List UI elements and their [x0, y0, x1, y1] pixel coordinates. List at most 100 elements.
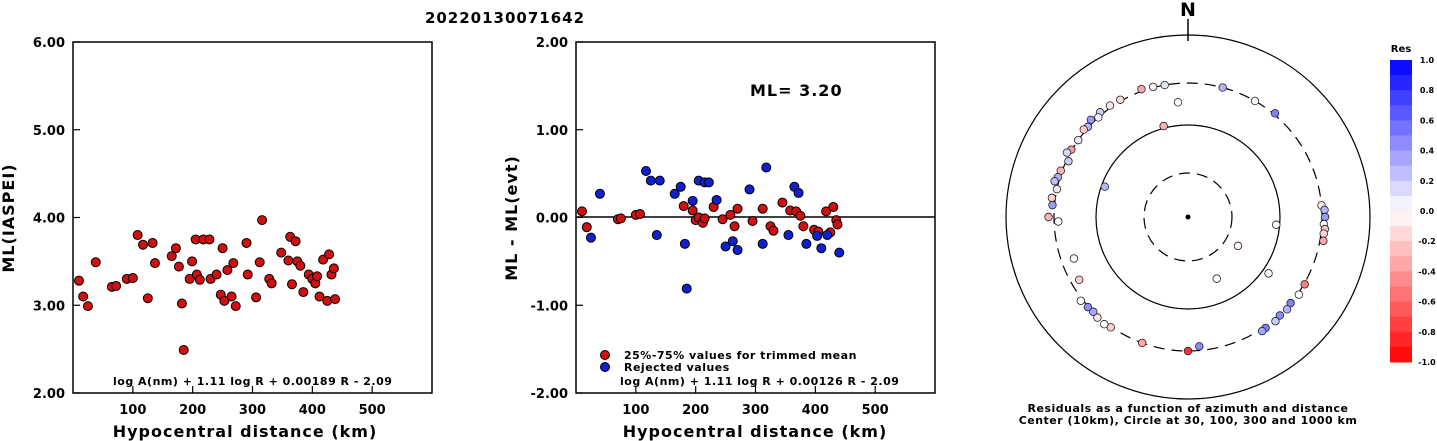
c2-point [757, 238, 768, 249]
station-marker [1093, 313, 1102, 322]
page-title: 20220130071642 [424, 9, 586, 27]
chart1: 100 200 300 400 500 2.00 3.00 4.00 5.00 6.00 log … [0, 36, 433, 441]
c2-point [720, 241, 731, 252]
c2-xtick-label: 300 [742, 403, 769, 418]
station-marker [1275, 311, 1285, 320]
c1-xtick-label: 100 [119, 403, 146, 418]
c2-point [757, 203, 768, 214]
c2-point [717, 214, 728, 225]
chart2-ml-label: ML= 3.20 [750, 81, 843, 100]
c1-ytick-label: 5.00 [33, 124, 65, 139]
colorbar-segment [1390, 301, 1412, 318]
c1-point [194, 274, 205, 285]
station-marker [1076, 296, 1085, 305]
chart2-xlabel: Hypocentral distance (km) [623, 422, 888, 441]
station-marker [1212, 274, 1221, 283]
chart2: 100 200 300 400 500 -2.00 -1.00 0.00 1.00 2.00 ML… [502, 36, 936, 441]
station-marker [1079, 125, 1088, 134]
station-marker [1105, 101, 1115, 110]
c2-ytick-label: -1.00 [531, 299, 568, 314]
c1-point [73, 275, 84, 286]
colorbar-title: Res [1391, 44, 1411, 55]
c1-point [166, 251, 177, 262]
colorbar-segment [1390, 135, 1412, 152]
c1-point [211, 269, 222, 280]
c2-point [801, 238, 812, 249]
c1-point [138, 239, 149, 250]
c1-ytick-label: 3.00 [33, 299, 65, 314]
c1-point [283, 255, 294, 266]
station-marker [1300, 280, 1309, 289]
distance-circle-30km [1143, 172, 1233, 262]
station-marker [1233, 241, 1243, 251]
map-center [1185, 214, 1191, 220]
c1-point [286, 279, 297, 290]
station-marker [1319, 236, 1328, 246]
c1-point [176, 298, 187, 309]
c2-point [729, 221, 740, 232]
colorbar-segment [1390, 60, 1412, 76]
c2-point [687, 195, 698, 206]
c1-point [187, 256, 198, 267]
c2-xtick-label: 500 [862, 403, 889, 418]
colorbar-tick-label: 0.0 [1420, 207, 1435, 216]
c1-point [241, 237, 252, 248]
station-marker [1064, 157, 1073, 166]
c1-xtick-label: 300 [239, 403, 266, 418]
c1-point [217, 243, 228, 254]
colorbar-tick-label: -0.2 [1418, 237, 1436, 246]
station-marker [1319, 229, 1328, 238]
c1-point [111, 280, 122, 291]
c2-point [834, 247, 845, 258]
station-marker [1094, 113, 1103, 122]
c1-point [242, 269, 253, 280]
c1-point [257, 215, 268, 226]
c2-point [669, 188, 680, 199]
chart2-formula: log A(nm) + 1.11 log R + 0.00126 R - 2.0… [620, 375, 899, 388]
c1-point [147, 237, 158, 248]
c1-point [228, 258, 239, 269]
station-marker [1250, 96, 1260, 106]
colorbar-tick-label: 0.6 [1420, 116, 1435, 125]
c2-point [585, 232, 596, 243]
c1-point [295, 260, 306, 271]
station-marker [1075, 275, 1084, 284]
colorbar-tick-label: 0.8 [1420, 86, 1435, 95]
c2-ytick-label: 1.00 [536, 124, 568, 139]
c2-point [594, 188, 605, 199]
chart1-xlabel: Hypocentral distance (km) [113, 422, 378, 441]
c1-point [127, 273, 138, 284]
station-marker [1294, 290, 1304, 299]
c1-point [314, 291, 325, 302]
c1-point [173, 261, 184, 272]
c2-point [641, 165, 652, 176]
c2-point [783, 230, 794, 241]
c2-point [798, 221, 809, 232]
c2-point [732, 203, 743, 214]
station-marker [1050, 177, 1059, 186]
c2-xtick-label: 400 [802, 403, 829, 418]
c1-point [222, 265, 233, 276]
colorbar-segment [1390, 286, 1412, 303]
station-marker [1083, 302, 1093, 312]
c1-point [298, 287, 309, 298]
colorbar-tick-label: -1.0 [1418, 358, 1436, 367]
station-marker [1044, 212, 1053, 222]
colorbar-tick-label: -0.4 [1418, 267, 1436, 276]
c2-point [795, 210, 806, 221]
north-label: N [1180, 0, 1196, 21]
c2-point [635, 208, 646, 219]
distance-circle-100km [1095, 124, 1281, 310]
colorbar-tick-label: -0.6 [1418, 298, 1436, 307]
c1-point [324, 249, 335, 260]
station-marker [1116, 95, 1125, 104]
c1-point [251, 292, 262, 303]
c1-point [226, 291, 237, 302]
c2-point [711, 194, 722, 205]
c2-point [793, 187, 804, 198]
station-marker [1048, 200, 1057, 210]
colorbar-segment [1390, 316, 1412, 333]
c2-ytick-label: -2.00 [531, 387, 568, 402]
c2-point [615, 213, 626, 224]
